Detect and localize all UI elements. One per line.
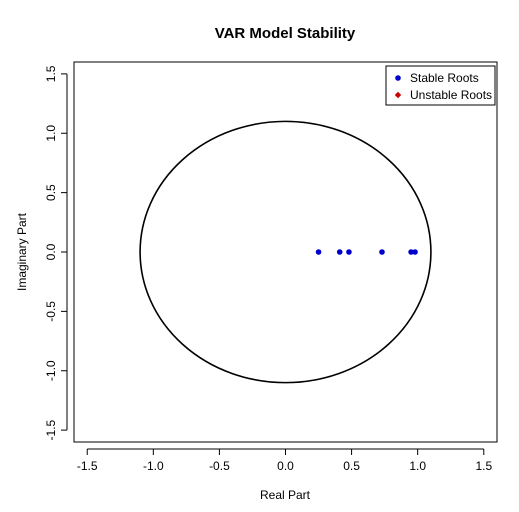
y-tick-label: -1.5 <box>44 419 58 440</box>
legend-marker-unstable-roots <box>394 91 402 99</box>
point-stable-roots <box>379 249 385 255</box>
legend-marker-stable-roots <box>395 75 401 81</box>
y-tick-label: 0.0 <box>44 243 58 260</box>
point-stable-roots <box>315 249 322 255</box>
legend-box <box>385 65 496 106</box>
y-tick-label: -1.0 <box>44 360 58 381</box>
point-stable-roots <box>412 249 418 255</box>
y-tick-label: 1.0 <box>44 125 58 142</box>
x-axis-label: Real Part <box>260 488 311 502</box>
plot-frame <box>73 61 498 443</box>
unit-circle <box>139 120 432 384</box>
y-tick-label: 1.5 <box>44 65 58 82</box>
x-tick-label: 1.5 <box>475 459 492 473</box>
x-tick-label: 1.0 <box>409 459 426 473</box>
points-layer <box>315 249 418 255</box>
y-tick-label: 0.5 <box>44 184 58 201</box>
reference-circle-layer <box>139 120 432 384</box>
y-axis-label: Imaginary Part <box>15 212 29 291</box>
x-tick-label: -0.5 <box>209 459 230 473</box>
point-stable-roots <box>408 249 414 255</box>
legend-label-unstable-roots: Unstable Roots <box>410 88 492 102</box>
point-stable-roots <box>346 249 352 255</box>
x-tick-label: -1.5 <box>77 459 98 473</box>
point-stable-roots <box>336 249 343 255</box>
x-axis: -1.5 -1.0 -0.5 0.0 0.5 1.0 1.5 <box>77 448 492 473</box>
y-axis: -1.5 -1.0 -0.5 0.0 0.5 1.0 1.5 <box>44 65 68 440</box>
legend: Stable Roots Unstable Roots <box>385 65 496 106</box>
y-tick-label: -0.5 <box>44 301 58 322</box>
x-tick-label: -1.0 <box>143 459 164 473</box>
chart-title: VAR Model Stability <box>215 25 356 42</box>
x-tick-label: 0.5 <box>343 459 360 473</box>
x-tick-label: 0.0 <box>277 459 294 473</box>
legend-label-stable-roots: Stable Roots <box>410 71 479 85</box>
